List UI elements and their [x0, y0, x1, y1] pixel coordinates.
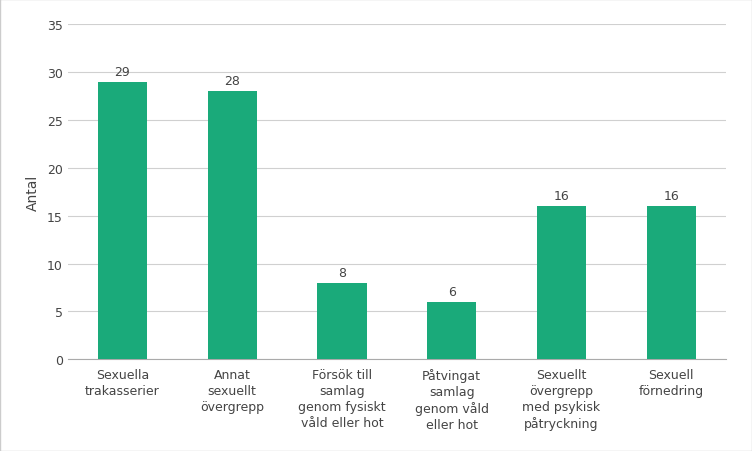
Bar	[427, 302, 477, 359]
Text: 16: 16	[553, 190, 569, 203]
Bar	[647, 207, 696, 359]
Y-axis label: Antal: Antal	[26, 174, 40, 210]
Text: 6: 6	[447, 285, 456, 299]
Text: 8: 8	[338, 266, 346, 279]
Bar	[98, 83, 147, 359]
Bar	[317, 283, 367, 359]
Bar	[208, 92, 257, 359]
Text: 29: 29	[114, 66, 130, 78]
Text: 28: 28	[224, 75, 240, 88]
Text: 16: 16	[663, 190, 679, 203]
Bar	[537, 207, 586, 359]
